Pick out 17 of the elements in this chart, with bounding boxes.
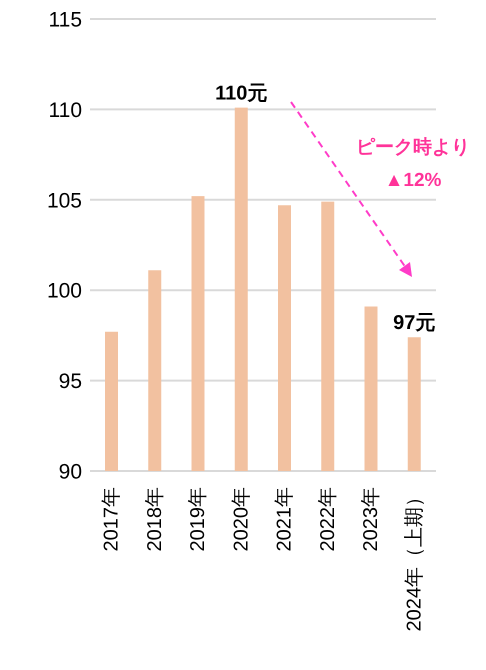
x-tick-label: 2021年 bbox=[274, 487, 296, 552]
y-tick-label: 90 bbox=[58, 460, 82, 484]
x-tick-label: 2023年 bbox=[360, 487, 382, 552]
annotation: ピーク時より ▲12% bbox=[356, 136, 470, 191]
y-tick-label: 110 bbox=[48, 98, 82, 122]
x-tick-label: 2020年 bbox=[230, 487, 252, 552]
y-tick-label: 115 bbox=[48, 8, 82, 32]
x-tick-label: 2022年 bbox=[316, 487, 339, 552]
x-tick-label: 2018年 bbox=[144, 487, 166, 552]
y-tick-label: 105 bbox=[46, 189, 82, 212]
x-tick-label: 2017年 bbox=[100, 487, 123, 552]
x-tick-label: 2019年 bbox=[187, 487, 210, 552]
x-tick-label: 2024年（上期） bbox=[403, 487, 426, 632]
data-label: 110元 bbox=[215, 82, 268, 105]
data-label: 97元 bbox=[393, 312, 436, 334]
y-tick-label: 100 bbox=[46, 280, 82, 303]
y-tick-label: 95 bbox=[58, 370, 82, 394]
